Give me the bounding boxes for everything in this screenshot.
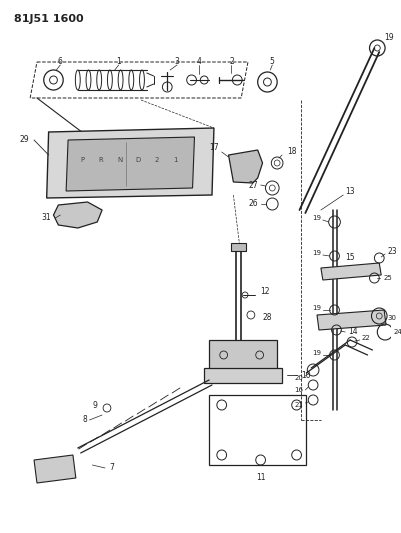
Polygon shape [316, 310, 385, 330]
Text: 29: 29 [19, 135, 29, 144]
Text: 14: 14 [347, 327, 357, 336]
Text: 7: 7 [109, 464, 114, 472]
Bar [209, 395, 306, 465]
Text: 3: 3 [174, 58, 179, 67]
Polygon shape [228, 150, 262, 183]
Text: 2: 2 [154, 157, 158, 163]
Text: 22: 22 [361, 335, 370, 341]
Text: 18: 18 [286, 148, 296, 157]
Text: 28: 28 [262, 313, 271, 322]
Text: 24: 24 [393, 329, 401, 335]
Text: 23: 23 [386, 247, 396, 256]
Polygon shape [47, 128, 213, 198]
Bar [209, 340, 276, 370]
Text: D: D [135, 157, 140, 163]
Polygon shape [34, 455, 76, 483]
Text: 9: 9 [92, 400, 97, 409]
Text: 5: 5 [269, 58, 274, 67]
Text: 19: 19 [311, 305, 320, 311]
Polygon shape [320, 263, 380, 280]
Text: 6: 6 [58, 58, 63, 67]
Text: 19: 19 [311, 350, 320, 356]
Text: 27: 27 [247, 181, 257, 190]
Text: 8: 8 [83, 416, 87, 424]
Text: 30: 30 [386, 315, 395, 321]
Text: 25: 25 [382, 275, 391, 281]
Text: 19: 19 [383, 34, 393, 43]
Text: 81J51 1600: 81J51 1600 [14, 14, 83, 24]
Text: 19: 19 [311, 215, 320, 221]
Text: 1: 1 [172, 157, 177, 163]
Polygon shape [66, 137, 194, 191]
Bar [204, 368, 282, 383]
Polygon shape [53, 202, 102, 228]
Text: 10: 10 [301, 370, 310, 379]
Text: P: P [80, 157, 85, 163]
Text: 2: 2 [229, 58, 233, 67]
Text: 31: 31 [41, 214, 51, 222]
Text: 26: 26 [247, 199, 257, 208]
Bar [231, 243, 245, 251]
Text: 19: 19 [311, 250, 320, 256]
Text: 20: 20 [294, 375, 303, 381]
Text: 11: 11 [255, 473, 265, 482]
Text: R: R [99, 157, 103, 163]
Text: 16: 16 [294, 387, 303, 393]
Text: 12: 12 [260, 287, 269, 296]
Text: 17: 17 [209, 143, 218, 152]
Text: 4: 4 [196, 58, 201, 67]
Text: 21: 21 [294, 402, 303, 408]
Text: 15: 15 [344, 254, 354, 262]
Text: 1: 1 [116, 58, 121, 67]
Text: 13: 13 [344, 188, 354, 197]
Text: N: N [117, 157, 122, 163]
